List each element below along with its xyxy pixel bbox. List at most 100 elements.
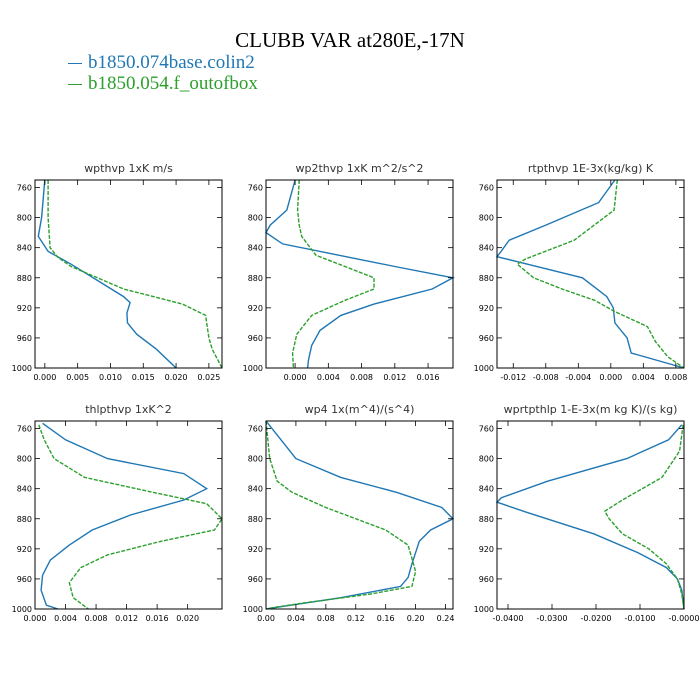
chart-panel-1: wp2thvp 1xK m^2/s^2 760 800 840 880 920 960 100… (243, 162, 456, 382)
y-tick-label: 880 (17, 515, 32, 524)
x-tick-label: -0.0200 (581, 614, 612, 623)
legend-line-marker (68, 63, 82, 65)
y-tick-label: 920 (479, 304, 494, 313)
x-tick-label: 0.004 (54, 614, 77, 623)
x-tick-label: 0.012 (115, 614, 138, 623)
x-tick-label: 0.008 (85, 614, 108, 623)
x-tick-label: 0.00 (257, 614, 275, 623)
y-tick-label: 920 (17, 304, 32, 313)
x-tick-label: 0.08 (317, 614, 335, 623)
panel-title: wp2thvp 1xK m^2/s^2 (295, 162, 423, 175)
series-line-0 (37, 179, 177, 369)
plot-frame (34, 420, 223, 610)
series-line-0 (495, 424, 685, 610)
y-tick-label: 800 (479, 455, 494, 464)
legend-entry-outofbox: b1850.054.f_outofbox (68, 73, 258, 95)
y-tick-label: 800 (17, 455, 32, 464)
x-tick-label: 0.12 (347, 614, 365, 623)
series-line-0 (40, 422, 209, 610)
series-line-0 (265, 420, 455, 610)
chart-panel-4: wp4 1x(m^4)/(s^4)76080084088092096010000… (243, 403, 455, 623)
y-tick-label: 800 (248, 214, 263, 223)
series-line-1 (291, 179, 375, 369)
x-tick-label: -0.0100 (625, 614, 656, 623)
panel-title: wpthvp 1xK m/s (84, 162, 173, 175)
x-tick-label: -0.0400 (493, 614, 524, 623)
legend-entry-base: b1850.074base.colin2 (68, 52, 255, 74)
x-tick-label: -0.008 (533, 373, 559, 382)
y-tick-label: 960 (479, 334, 494, 343)
x-tick-label: 0.20 (407, 614, 425, 623)
y-tick-label: 1000 (12, 364, 32, 373)
x-tick-label: 0.04 (287, 614, 305, 623)
series-line-0 (265, 179, 456, 369)
panel-title: rtpthvp 1E-3x(kg/kg) K (528, 162, 654, 175)
y-tick-label: 920 (479, 545, 494, 554)
figure-title: CLUBB VAR at280E,-17N (235, 28, 465, 52)
chart-panel-0: wpthvp 1xK m/s76080084088092096010000.00… (12, 162, 223, 382)
y-tick-label: 880 (248, 274, 263, 283)
y-tick-label: 760 (17, 184, 32, 193)
x-tick-label: 0.000 (24, 614, 47, 623)
chart-panel-2: rtpthvp 1E-3x(kg/kg) K 760 800 840 880 920 960… (474, 162, 688, 382)
legend-line-marker (68, 84, 82, 86)
y-tick-label: 960 (17, 575, 32, 584)
series-line-1 (47, 180, 223, 369)
y-tick-label: 840 (17, 485, 32, 494)
y-tick-label: 840 (479, 244, 494, 253)
panel-title: thlpthvp 1xK^2 (85, 403, 172, 416)
series-line-1 (38, 424, 223, 610)
plot-frame (34, 179, 223, 369)
x-tick-label: -0.012 (500, 373, 526, 382)
y-tick-label: 1000 (243, 605, 263, 614)
x-tick-label: 0.004 (632, 373, 655, 382)
plot-frame (496, 179, 685, 369)
x-tick-label: 0.008 (664, 373, 687, 382)
y-tick-label: 1000 (12, 605, 32, 614)
y-tick-label: 920 (17, 545, 32, 554)
x-tick-label: 0.008 (350, 373, 373, 382)
x-tick-label: 0.004 (317, 373, 340, 382)
series-line-1 (265, 420, 417, 610)
x-tick-label: 0.016 (146, 614, 169, 623)
legend-label: b1850.074base.colin2 (88, 52, 255, 73)
x-tick-label: -0.0300 (537, 614, 568, 623)
y-tick-label: 760 (248, 425, 263, 434)
y-tick-label: 760 (17, 425, 32, 434)
y-tick-label: 760 (248, 184, 263, 193)
y-tick-label: 1000 (474, 364, 494, 373)
y-tick-label: 840 (479, 485, 494, 494)
chart-panel-5: wprtpthlp 1-E-3x(m kg K)/(s kg) 760 800 840… (474, 403, 700, 623)
plot-frame (496, 420, 685, 610)
y-tick-label: 800 (479, 214, 494, 223)
legend-label: b1850.054.f_outofbox (88, 73, 258, 94)
y-tick-label: 880 (17, 274, 32, 283)
plot-frame (265, 420, 454, 610)
y-tick-label: 800 (248, 455, 263, 464)
x-tick-label: 0.24 (437, 614, 455, 623)
x-tick-label: -0.0000 (669, 614, 700, 623)
y-tick-label: 920 (248, 545, 263, 554)
panel-title: wp4 1x(m^4)/(s^4) (305, 403, 415, 416)
chart-panel-3: thlpthvp 1xK^276080084088092096010000.00… (12, 403, 223, 623)
y-tick-label: 1000 (474, 605, 494, 614)
x-tick-label: 0.020 (165, 373, 188, 382)
x-tick-label: 0.015 (132, 373, 155, 382)
y-tick-label: 880 (248, 515, 263, 524)
x-tick-label: 0.16 (377, 614, 395, 623)
y-tick-label: 960 (248, 575, 263, 584)
x-tick-label: 0.025 (197, 373, 220, 382)
y-tick-label: 1000 (243, 364, 263, 373)
x-tick-label: 0.012 (383, 373, 406, 382)
x-tick-label: 0.020 (176, 614, 199, 623)
x-tick-label: 0.005 (66, 373, 89, 382)
y-tick-label: 800 (17, 214, 32, 223)
y-tick-label: 760 (479, 184, 494, 193)
y-tick-label: 760 (479, 425, 494, 434)
y-tick-label: 840 (248, 244, 263, 253)
y-tick-label: 840 (17, 244, 32, 253)
series-line-1 (603, 424, 685, 610)
x-tick-label: 0.000 (599, 373, 622, 382)
y-tick-label: 960 (248, 334, 263, 343)
